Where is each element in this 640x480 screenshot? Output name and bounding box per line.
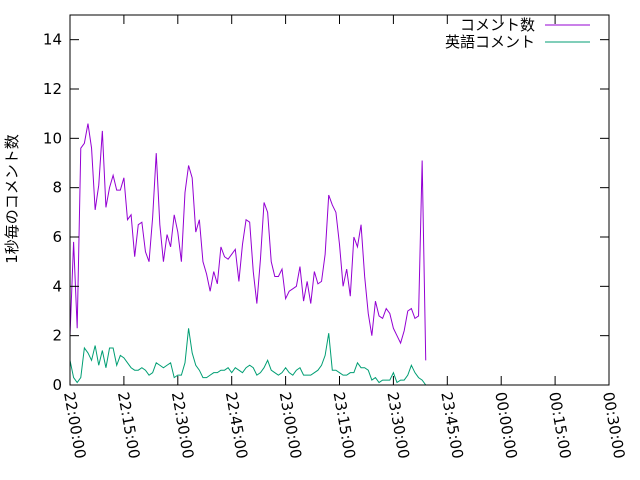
plot-frame [69, 14, 610, 386]
x-tick-label: 22:00:00 [60, 391, 89, 460]
legend-label-1: コメント数 [460, 16, 535, 34]
y-tick-label: 6 [52, 228, 62, 246]
x-tick-label: 22:30:00 [168, 391, 197, 460]
x-tick-label: 00:00:00 [491, 391, 520, 460]
x-tick-label: 23:15:00 [330, 391, 359, 460]
x-tick-label: 23:30:00 [383, 391, 412, 460]
x-tick-label: 23:00:00 [276, 391, 305, 460]
y-tick-label: 14 [43, 31, 62, 49]
y-tick-label: 8 [52, 179, 62, 197]
x-tick-label: 00:30:00 [599, 391, 628, 460]
y-tick-label: 12 [43, 80, 62, 98]
x-tick-label: 22:15:00 [114, 391, 143, 460]
y-tick-label: 2 [52, 327, 62, 345]
legend-label-2: 英語コメント [445, 33, 535, 51]
x-tick-label: 00:15:00 [545, 391, 574, 460]
y-tick-label: 0 [52, 376, 62, 394]
y-tick-label: 4 [52, 277, 62, 295]
axis-layer: 0 2 4 6 8 10 12 14 22:00:00 22:15:00 22:30:00 22:45… [43, 14, 628, 460]
x-tick-label: 22:45:00 [222, 391, 251, 460]
x-tick-label: 23:45:00 [437, 391, 466, 460]
series-layer [69, 123, 427, 386]
y-axis-label: 1秒毎のコメント数 [3, 134, 21, 264]
series-line-1 [69, 123, 427, 361]
y-tick-label: 10 [43, 129, 62, 147]
series-line-2 [69, 328, 427, 386]
